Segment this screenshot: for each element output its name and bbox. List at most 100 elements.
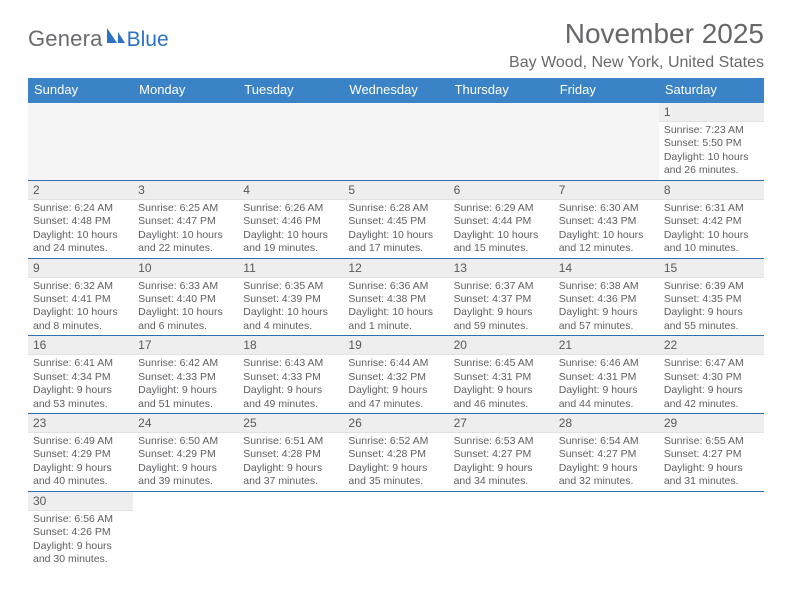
- day-detail-line: Sunrise: 6:35 AM: [243, 280, 338, 293]
- day-number: 3: [133, 181, 238, 200]
- calendar-cell: [133, 491, 238, 568]
- day-detail-line: Sunset: 4:48 PM: [33, 215, 128, 228]
- calendar-cell: 30Sunrise: 6:56 AMSunset: 4:26 PMDayligh…: [28, 491, 133, 568]
- day-detail-line: Sunset: 4:29 PM: [138, 448, 233, 461]
- day-detail-line: Sunset: 4:31 PM: [454, 371, 549, 384]
- day-header: Saturday: [659, 78, 764, 103]
- day-detail-line: and 1 minute.: [348, 320, 443, 333]
- day-detail-line: Sunrise: 6:36 AM: [348, 280, 443, 293]
- day-detail-line: Sunrise: 6:51 AM: [243, 435, 338, 448]
- calendar-cell: [343, 103, 448, 181]
- calendar-cell: 1Sunrise: 7:23 AMSunset: 5:50 PMDaylight…: [659, 103, 764, 181]
- day-number: 1: [659, 103, 764, 122]
- day-detail-line: Sunrise: 6:25 AM: [138, 202, 233, 215]
- day-detail-line: and 35 minutes.: [348, 475, 443, 488]
- day-detail-line: Daylight: 9 hours: [243, 384, 338, 397]
- calendar-week-row: 2Sunrise: 6:24 AMSunset: 4:48 PMDaylight…: [28, 180, 764, 258]
- day-number: 8: [659, 181, 764, 200]
- day-details: Sunrise: 6:31 AMSunset: 4:42 PMDaylight:…: [659, 200, 764, 258]
- day-details: Sunrise: 6:56 AMSunset: 4:26 PMDaylight:…: [28, 511, 133, 569]
- day-detail-line: Daylight: 10 hours: [138, 306, 233, 319]
- day-details: Sunrise: 6:55 AMSunset: 4:27 PMDaylight:…: [659, 433, 764, 491]
- calendar-cell: 22Sunrise: 6:47 AMSunset: 4:30 PMDayligh…: [659, 336, 764, 414]
- day-detail-line: Sunrise: 6:30 AM: [559, 202, 654, 215]
- day-detail-line: Sunrise: 6:50 AM: [138, 435, 233, 448]
- day-detail-line: Sunset: 4:29 PM: [33, 448, 128, 461]
- day-detail-line: Sunrise: 6:47 AM: [664, 357, 759, 370]
- day-detail-line: Sunrise: 6:24 AM: [33, 202, 128, 215]
- calendar-cell: [238, 491, 343, 568]
- day-number: 11: [238, 259, 343, 278]
- day-detail-line: Sunrise: 6:43 AM: [243, 357, 338, 370]
- day-detail-line: Sunset: 4:27 PM: [454, 448, 549, 461]
- day-detail-line: Daylight: 9 hours: [348, 384, 443, 397]
- day-detail-line: and 49 minutes.: [243, 398, 338, 411]
- day-detail-line: Sunset: 4:47 PM: [138, 215, 233, 228]
- location: Bay Wood, New York, United States: [509, 54, 764, 72]
- calendar-cell: 14Sunrise: 6:38 AMSunset: 4:36 PMDayligh…: [554, 258, 659, 336]
- day-detail-line: Sunset: 4:33 PM: [138, 371, 233, 384]
- day-detail-line: Sunrise: 6:41 AM: [33, 357, 128, 370]
- day-detail-line: Sunrise: 6:28 AM: [348, 202, 443, 215]
- day-details: Sunrise: 7:23 AMSunset: 5:50 PMDaylight:…: [659, 122, 764, 180]
- calendar-cell: [133, 103, 238, 181]
- calendar-cell: [554, 491, 659, 568]
- day-detail-line: and 47 minutes.: [348, 398, 443, 411]
- day-detail-line: Sunrise: 6:32 AM: [33, 280, 128, 293]
- calendar-page: Genera Blue November 2025 Bay Wood, New …: [0, 0, 792, 612]
- logo-text-blue: Blue: [127, 28, 169, 52]
- day-number: 28: [554, 414, 659, 433]
- day-details: Sunrise: 6:53 AMSunset: 4:27 PMDaylight:…: [449, 433, 554, 491]
- day-header: Tuesday: [238, 78, 343, 103]
- day-header: Friday: [554, 78, 659, 103]
- day-number: 13: [449, 259, 554, 278]
- calendar-cell: 8Sunrise: 6:31 AMSunset: 4:42 PMDaylight…: [659, 180, 764, 258]
- day-details: Sunrise: 6:36 AMSunset: 4:38 PMDaylight:…: [343, 278, 448, 336]
- sail-icon: [105, 26, 127, 51]
- day-detail-line: Sunrise: 6:46 AM: [559, 357, 654, 370]
- day-detail-line: Daylight: 10 hours: [348, 229, 443, 242]
- day-number: 14: [554, 259, 659, 278]
- day-detail-line: Sunset: 4:45 PM: [348, 215, 443, 228]
- day-details: Sunrise: 6:35 AMSunset: 4:39 PMDaylight:…: [238, 278, 343, 336]
- day-detail-line: and 55 minutes.: [664, 320, 759, 333]
- calendar-cell: 13Sunrise: 6:37 AMSunset: 4:37 PMDayligh…: [449, 258, 554, 336]
- day-detail-line: Sunset: 4:30 PM: [664, 371, 759, 384]
- calendar-cell: 19Sunrise: 6:44 AMSunset: 4:32 PMDayligh…: [343, 336, 448, 414]
- day-details: Sunrise: 6:41 AMSunset: 4:34 PMDaylight:…: [28, 355, 133, 413]
- day-detail-line: Sunrise: 6:42 AM: [138, 357, 233, 370]
- day-detail-line: Sunrise: 6:29 AM: [454, 202, 549, 215]
- day-number: 10: [133, 259, 238, 278]
- day-detail-line: Sunset: 4:27 PM: [664, 448, 759, 461]
- day-detail-line: Sunset: 4:35 PM: [664, 293, 759, 306]
- day-detail-line: Sunrise: 6:31 AM: [664, 202, 759, 215]
- day-number: 25: [238, 414, 343, 433]
- day-details: Sunrise: 6:49 AMSunset: 4:29 PMDaylight:…: [28, 433, 133, 491]
- day-detail-line: and 44 minutes.: [559, 398, 654, 411]
- day-detail-line: Sunrise: 6:26 AM: [243, 202, 338, 215]
- calendar-cell: [343, 491, 448, 568]
- month-title: November 2025: [509, 18, 764, 50]
- calendar-cell: 15Sunrise: 6:39 AMSunset: 4:35 PMDayligh…: [659, 258, 764, 336]
- day-detail-line: Sunset: 4:37 PM: [454, 293, 549, 306]
- calendar-cell: [449, 103, 554, 181]
- day-detail-line: Daylight: 10 hours: [348, 306, 443, 319]
- day-detail-line: Sunset: 4:44 PM: [454, 215, 549, 228]
- day-detail-line: Sunset: 4:41 PM: [33, 293, 128, 306]
- day-detail-line: Sunset: 4:26 PM: [33, 526, 128, 539]
- day-detail-line: and 59 minutes.: [454, 320, 549, 333]
- day-detail-line: Daylight: 10 hours: [664, 229, 759, 242]
- day-detail-line: Sunrise: 6:56 AM: [33, 513, 128, 526]
- day-detail-line: Daylight: 9 hours: [454, 384, 549, 397]
- day-detail-line: and 32 minutes.: [559, 475, 654, 488]
- day-detail-line: Sunset: 4:43 PM: [559, 215, 654, 228]
- day-detail-line: Sunset: 4:38 PM: [348, 293, 443, 306]
- day-detail-line: Sunrise: 6:44 AM: [348, 357, 443, 370]
- day-detail-line: and 53 minutes.: [33, 398, 128, 411]
- day-detail-line: Daylight: 10 hours: [138, 229, 233, 242]
- day-detail-line: and 39 minutes.: [138, 475, 233, 488]
- day-detail-line: Daylight: 10 hours: [33, 306, 128, 319]
- day-detail-line: Daylight: 9 hours: [138, 462, 233, 475]
- day-number: 22: [659, 336, 764, 355]
- logo-text-general: Genera: [28, 26, 103, 52]
